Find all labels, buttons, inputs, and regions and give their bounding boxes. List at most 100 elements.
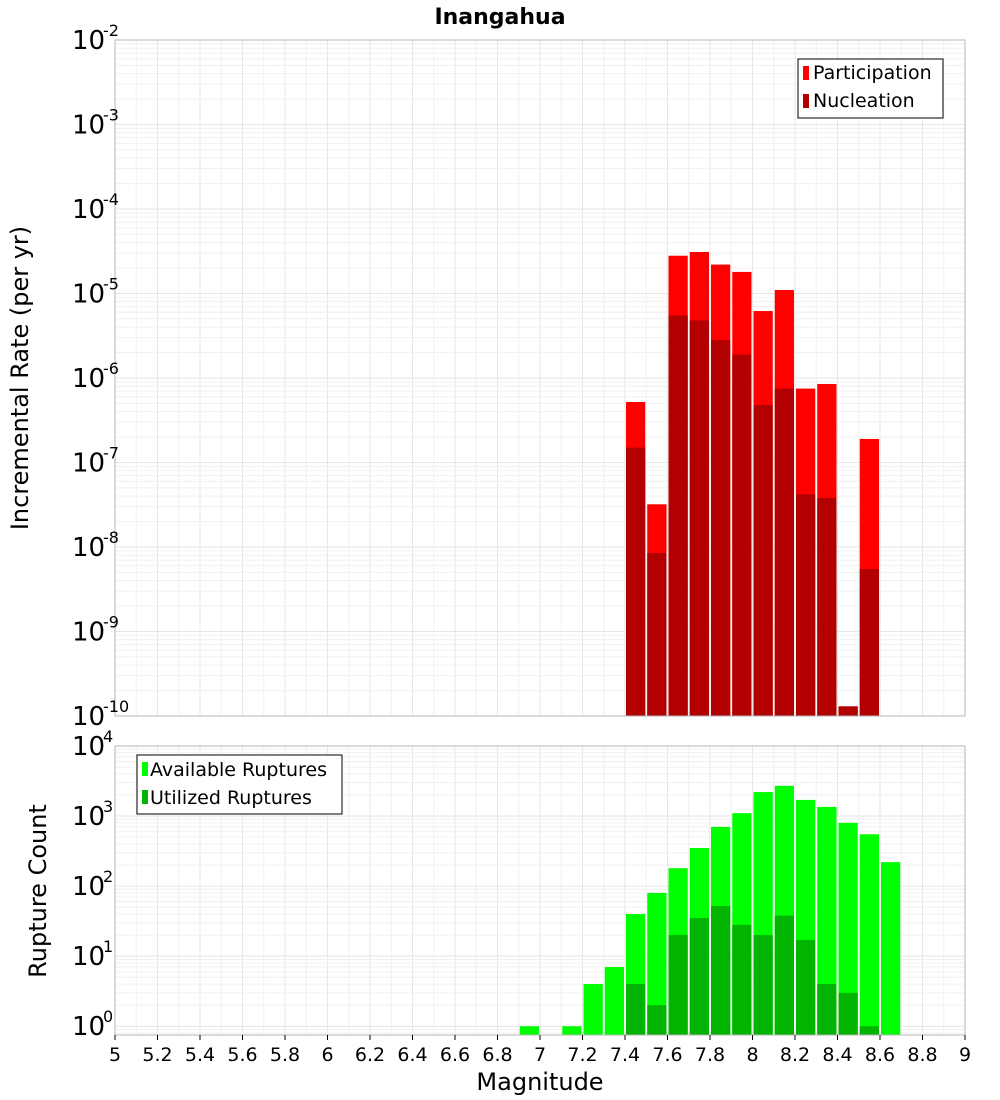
rate-y-tick-label: 10	[72, 26, 105, 56]
chart-title: Inangahua	[434, 5, 565, 30]
count-bar-available-ruptures	[583, 984, 603, 1035]
rate-bar-nucleation	[753, 404, 773, 716]
legend-swatch-available	[142, 762, 148, 776]
count-y-tick-exponent: 0	[103, 1007, 113, 1026]
count-bar-utilized-ruptures	[753, 935, 773, 1035]
x-tick-label: 6.4	[397, 1044, 427, 1066]
count-bar-available-ruptures	[562, 1026, 582, 1035]
rate-bar-nucleation	[838, 706, 858, 716]
rate-y-tick-exponent: -5	[103, 275, 119, 294]
legend-label-available: Available Ruptures	[150, 759, 327, 781]
count-bar-utilized-ruptures	[859, 1026, 879, 1035]
count-bar-utilized-ruptures	[732, 924, 752, 1035]
rate-bar-nucleation	[774, 388, 794, 716]
x-tick-label: 8.4	[822, 1044, 852, 1066]
legend-label-utilized: Utilized Ruptures	[150, 787, 312, 809]
rate-y-tick-exponent: -6	[103, 359, 119, 378]
rate-y-ticks: 10-210-310-410-510-610-710-810-910-10	[72, 21, 129, 732]
legend-label-participation: Participation	[813, 62, 932, 84]
rate-y-axis-label: Incremental Rate (per yr)	[6, 226, 34, 530]
x-tick-label: 8	[746, 1044, 758, 1066]
count-bar-available-ruptures	[817, 806, 837, 1035]
legend-swatch-participation	[803, 66, 809, 80]
count-bar-utilized-ruptures	[689, 918, 709, 1035]
rate-y-tick-label: 10	[72, 618, 105, 648]
x-tick-label: 8.2	[780, 1044, 810, 1066]
rate-y-tick-label: 10	[72, 195, 105, 225]
x-tick-label: 7.6	[652, 1044, 682, 1066]
x-tick-label: 8.6	[865, 1044, 895, 1066]
x-tick-label: 7.8	[695, 1044, 725, 1066]
count-bar-available-ruptures	[519, 1026, 539, 1035]
rate-y-tick-label: 10	[72, 364, 105, 394]
x-tick-label: 5.4	[185, 1044, 215, 1066]
x-tick-label: 8.8	[907, 1044, 937, 1066]
rate-bar-nucleation	[859, 568, 879, 716]
x-tick-label: 6.8	[482, 1044, 512, 1066]
count-y-tick-exponent: 1	[103, 937, 113, 956]
x-tick-label: 5	[109, 1044, 121, 1066]
rate-bars	[626, 251, 879, 717]
count-bar-utilized-ruptures	[626, 984, 646, 1035]
x-tick-label: 6.6	[440, 1044, 470, 1066]
count-bar-available-ruptures	[838, 822, 858, 1035]
rate-y-tick-label: 10	[72, 533, 105, 563]
count-y-tick-label: 10	[72, 802, 105, 832]
x-tick-label: 7.2	[567, 1044, 597, 1066]
rate-bar-nucleation	[796, 494, 816, 716]
count-y-tick-exponent: 4	[103, 727, 113, 746]
rate-plot-frame	[114, 39, 966, 717]
legend-swatch-utilized	[142, 790, 148, 804]
count-bar-available-ruptures	[881, 862, 901, 1035]
count-bar-utilized-ruptures	[647, 1005, 667, 1035]
legend-swatch-nucleation	[803, 94, 809, 108]
rate-y-tick-exponent: -7	[103, 444, 119, 463]
x-tick-label: 5.2	[142, 1044, 172, 1066]
count-bars	[519, 785, 901, 1035]
count-y-tick-label: 10	[72, 942, 105, 972]
count-bar-utilized-ruptures	[817, 984, 837, 1035]
rate-legend-box	[797, 58, 944, 119]
x-ticks: 5 5.2 5.4 5.6 5.8 6 6.2 6.4 6.6 6.8 7 7.2 7.4 7.6 7.8 8…	[109, 1035, 971, 1066]
rate-bar-nucleation	[668, 315, 688, 716]
count-legend: Available Ruptures Utilized Ruptures	[136, 754, 343, 815]
rate-y-tick-label: 10	[72, 111, 105, 141]
count-bar-available-ruptures	[647, 892, 667, 1035]
count-bar-utilized-ruptures	[838, 992, 858, 1035]
count-bar-available-ruptures	[859, 834, 879, 1035]
count-y-tick-label: 10	[72, 732, 105, 762]
x-axis-label: Magnitude	[476, 1068, 603, 1096]
x-tick-label: 7	[534, 1044, 546, 1066]
rate-bar-nucleation	[817, 498, 837, 716]
count-bar-utilized-ruptures	[668, 935, 688, 1035]
rate-y-tick-exponent: -3	[103, 106, 119, 125]
count-y-axis-label: Rupture Count	[24, 804, 52, 978]
rate-bar-nucleation	[626, 447, 646, 716]
rate-y-tick-exponent: -8	[103, 528, 119, 547]
count-y-tick-exponent: 3	[103, 797, 113, 816]
rate-y-tick-label: 10	[72, 280, 105, 310]
rate-bar-nucleation	[689, 320, 709, 716]
count-legend-box	[136, 754, 343, 815]
x-tick-label: 5.8	[270, 1044, 300, 1066]
rate-legend: Participation Nucleation	[797, 58, 944, 119]
x-tick-label: 9	[959, 1044, 971, 1066]
rate-grid	[114, 39, 966, 717]
rate-y-tick-exponent: -2	[103, 21, 119, 40]
rate-bar-nucleation	[732, 354, 752, 716]
count-y-tick-label: 10	[72, 1012, 105, 1042]
rate-panel: 10-210-310-410-510-610-710-810-910-10 In…	[6, 5, 966, 732]
count-y-tick-label: 10	[72, 872, 105, 902]
legend-label-nucleation: Nucleation	[813, 90, 915, 112]
x-tick-label: 6.2	[355, 1044, 385, 1066]
rate-y-tick-exponent: -4	[103, 190, 119, 209]
count-bar-utilized-ruptures	[711, 906, 731, 1035]
count-bar-utilized-ruptures	[796, 940, 816, 1035]
count-y-tick-exponent: 2	[103, 867, 113, 886]
x-tick-label: 7.4	[610, 1044, 640, 1066]
rate-y-tick-exponent: -9	[103, 613, 119, 632]
x-tick-label: 5.6	[227, 1044, 257, 1066]
